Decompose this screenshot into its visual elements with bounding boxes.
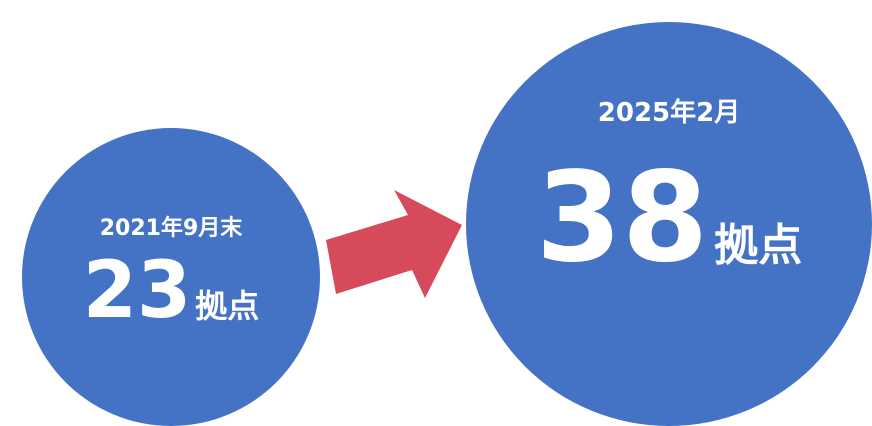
after-unit: 拠点 [714,220,803,271]
after-date: 2025年2月 [597,98,741,128]
after-count-line: 38 拠点 [466,156,872,280]
before-circle: 2021年9月末 23 拠点 [22,128,320,426]
after-count: 38 [535,146,709,290]
before-date: 2021年9月末 [99,216,243,241]
before-count-line: 23 拠点 [22,252,320,330]
after-circle: 2025年2月 38 拠点 [466,22,872,426]
before-count: 23 [82,246,192,336]
before-unit: 拠点 [195,287,260,325]
arrow-shape [326,190,462,298]
